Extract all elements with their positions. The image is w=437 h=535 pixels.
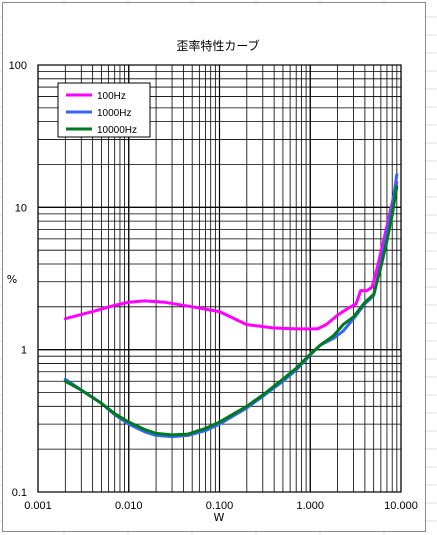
chart-canvas: 歪率特性カーブ % W 0.001 0.010 0.100 1.000 10.0000.… (7, 38, 418, 524)
legend-label: 10000Hz (97, 125, 137, 136)
series-lines (63, 173, 399, 439)
legend: 100Hz 1000Hz 10000Hz (57, 82, 151, 138)
legend-label: 1000Hz (97, 108, 131, 119)
y-tick-label: 0.1 (12, 487, 27, 499)
x-tick-label: 0.100 (206, 500, 234, 512)
x-tick-label: 0.001 (24, 500, 52, 512)
x-tick-label: 0.010 (115, 500, 143, 512)
plot-area-border (37, 64, 402, 493)
y-tick-label: 1 (21, 345, 27, 357)
x-tick-label: 10.000 (384, 500, 418, 512)
series-line-100hz (63, 180, 399, 331)
legend-label: 100Hz (97, 91, 126, 102)
axis-ticks: 0.001 0.010 0.100 1.000 10.000 0.1 1 10 100 (9, 60, 418, 512)
x-axis-label: W (214, 511, 225, 524)
y-tick-label: 100 (9, 60, 27, 72)
chart-object[interactable]: 歪率特性カーブ % W 0.001 0.010 0.100 1.000 10.000 0.… (2, 2, 426, 532)
x-tick-label: 1.000 (296, 500, 324, 512)
y-tick-label: 10 (15, 202, 27, 214)
chart-title: 歪率特性カーブ (176, 38, 259, 53)
series-line-10000hz (63, 185, 399, 437)
y-axis-label: % (7, 273, 17, 286)
